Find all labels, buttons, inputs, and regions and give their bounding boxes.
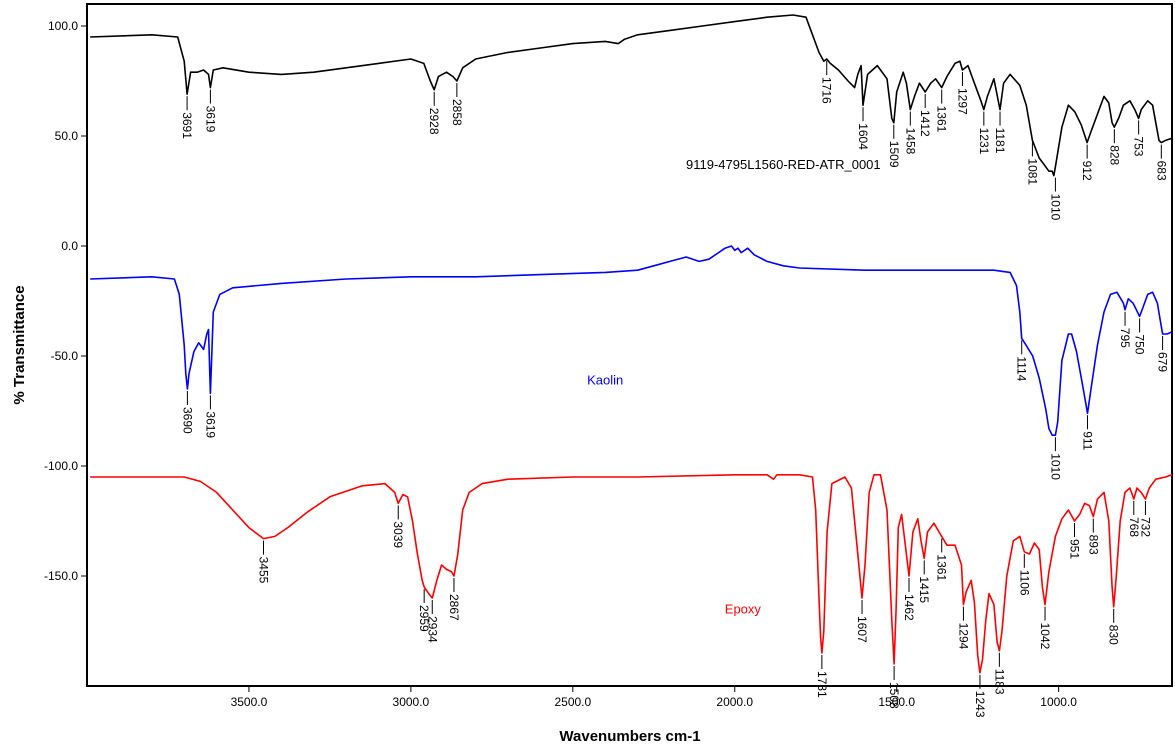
peak-label: 2959: [417, 605, 431, 632]
x-axis-title: Wavenumbers cm-1: [559, 728, 700, 745]
peak-label: 828: [1107, 145, 1121, 165]
peak-label: 1716: [820, 77, 834, 104]
peak-label: 750: [1133, 334, 1147, 354]
series-line: [90, 245, 1173, 436]
peak-label: 893: [1086, 535, 1100, 555]
series-line: [90, 474, 1173, 674]
peak-label: 732: [1138, 517, 1152, 537]
peak-label: 1361: [935, 106, 949, 133]
peak-label: 3455: [257, 557, 271, 584]
y-tick-label: 100.0: [48, 19, 78, 33]
peak-label: 3691: [180, 112, 194, 139]
peak-label: 1415: [917, 576, 931, 603]
peak-label: 1361: [935, 554, 949, 581]
peak-label: 1081: [1025, 158, 1039, 185]
peak-label: 1607: [855, 616, 869, 643]
peak-label: 1042: [1038, 623, 1052, 650]
peak-label: 2928: [427, 108, 441, 135]
peak-label: 1509: [887, 141, 901, 168]
peak-label: 951: [1068, 539, 1082, 559]
y-tick-label: -100.0: [44, 459, 78, 473]
peak-label: 1183: [992, 669, 1006, 695]
peak-label: 1181: [993, 128, 1007, 154]
series-line: [90, 14, 1173, 177]
peak-label: 1294: [956, 623, 970, 650]
peak-label: 3619: [203, 411, 217, 438]
peak-label: 679: [1156, 352, 1170, 372]
peak-label: 1508: [887, 682, 901, 709]
y-tick-label: 0.0: [61, 239, 78, 253]
peak-label: 2867: [447, 594, 461, 621]
peak-label: 1458: [903, 128, 917, 155]
x-tick-label: 2500.0: [554, 695, 591, 709]
y-tick-label: 50.0: [55, 129, 79, 143]
x-tick-label: 2000.0: [716, 695, 753, 709]
peak-label: 1604: [856, 123, 870, 150]
peak-label: 1114: [1015, 356, 1029, 381]
peak-label: 768: [1127, 517, 1141, 537]
series-label: 9119-4795L1560-RED-ATR_0001: [686, 157, 881, 172]
peak-label: 1412: [918, 110, 932, 137]
peak-label: 1010: [1048, 453, 1062, 480]
peak-label: 795: [1118, 328, 1132, 348]
peak-label: 1106: [1017, 570, 1031, 596]
peak-label: 3619: [203, 106, 217, 133]
peak-label: 912: [1080, 161, 1094, 181]
peak-label: 2858: [450, 99, 464, 126]
peak-label: 911: [1081, 431, 1095, 450]
y-tick-label: -150.0: [44, 569, 78, 583]
peak-label: 1731: [815, 671, 829, 698]
peak-label: 1297: [955, 88, 969, 115]
plot-frame: [86, 3, 1173, 687]
peak-label: 1243: [973, 691, 987, 718]
peak-label: 2934: [425, 616, 439, 643]
y-axis-title: % Transmittance: [11, 285, 28, 404]
series-label: Kaolin: [587, 373, 623, 388]
peak-label: 683: [1154, 161, 1168, 181]
peak-label: 3690: [180, 407, 194, 434]
x-tick-label: 3000.0: [393, 695, 430, 709]
x-tick-label: 1000.0: [1040, 695, 1077, 709]
peak-label: 3039: [391, 521, 405, 548]
x-tick-label: 3500.0: [231, 695, 268, 709]
peak-label: 830: [1107, 625, 1121, 645]
x-tick-label: 1500.0: [878, 695, 915, 709]
peak-label: 1010: [1048, 194, 1062, 221]
y-axis: 100.0 50.0 0.0 -50.0 -100.0 -150.0: [44, 19, 87, 583]
peak-label: 753: [1132, 136, 1146, 156]
series-group: 3690 3619 1114 1010 911 795 750 679 Kaolin: [90, 245, 1173, 480]
peak-label: 1231: [977, 128, 991, 155]
y-tick-label: -50.0: [51, 349, 79, 363]
x-axis: 3500.0 3000.0 2500.0 2000.0 1500.0 1000.0: [231, 686, 1077, 709]
series-label: Epoxy: [725, 601, 762, 616]
peak-label: 1462: [902, 594, 916, 621]
